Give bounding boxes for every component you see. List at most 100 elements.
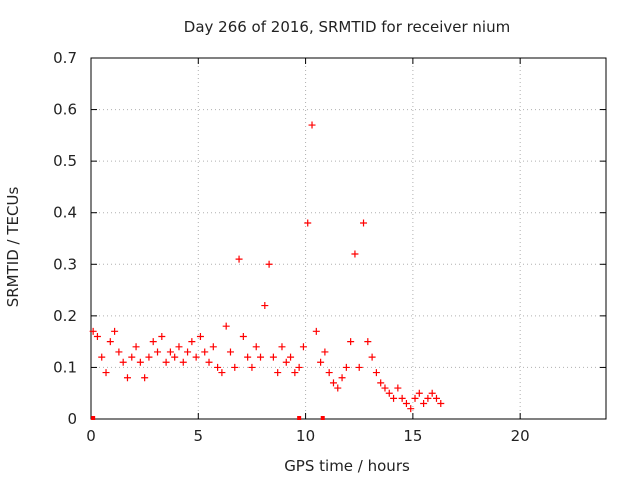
x-tick-label: 15	[403, 427, 422, 445]
data-point	[420, 400, 428, 408]
x-axis-label: GPS time / hours	[284, 457, 410, 475]
data-point	[360, 219, 368, 227]
data-point	[398, 394, 406, 402]
data-points	[89, 121, 445, 413]
outage-marker	[320, 416, 325, 420]
outage-marker	[91, 416, 96, 420]
data-point	[377, 379, 385, 387]
plot-frame	[90, 57, 607, 420]
data-point	[154, 348, 162, 356]
data-point	[274, 369, 282, 377]
data-point	[390, 394, 398, 402]
data-point	[171, 353, 179, 361]
data-point	[282, 358, 290, 366]
x-tick-label: 0	[86, 427, 96, 445]
data-point	[437, 400, 445, 408]
outage-marker	[297, 416, 302, 420]
data-point	[252, 343, 260, 351]
data-point	[295, 363, 303, 371]
data-point	[201, 348, 209, 356]
x-tick-label: 5	[194, 427, 204, 445]
data-point	[141, 374, 149, 382]
data-point	[312, 327, 320, 335]
data-point	[119, 358, 127, 366]
data-point	[308, 121, 316, 129]
data-point	[106, 338, 114, 346]
data-point	[321, 348, 329, 356]
data-point	[235, 255, 243, 263]
data-point	[317, 358, 325, 366]
data-point	[299, 343, 307, 351]
y-tick-label: 0.7	[53, 49, 77, 67]
data-point	[192, 353, 200, 361]
data-point	[355, 363, 363, 371]
data-point	[351, 250, 359, 258]
data-point	[269, 353, 277, 361]
data-point	[394, 384, 402, 392]
y-axis-label: SRMTID / TECUs	[4, 187, 22, 308]
data-point	[89, 327, 97, 335]
y-tick-label: 0.1	[53, 358, 77, 376]
data-point	[428, 389, 436, 397]
data-point	[98, 353, 106, 361]
data-point	[123, 374, 131, 382]
data-point	[162, 358, 170, 366]
data-point	[385, 389, 393, 397]
axes	[90, 57, 607, 420]
data-point	[364, 338, 372, 346]
data-point	[304, 219, 312, 227]
data-point	[415, 389, 423, 397]
y-tick-label: 0	[67, 410, 77, 428]
data-point	[188, 338, 196, 346]
data-point	[231, 363, 239, 371]
data-point	[205, 358, 213, 366]
data-point	[347, 338, 355, 346]
y-tick-labels: 0 0.1 0.2 0.3 0.4 0.5 0.6 0.7	[53, 49, 77, 428]
data-point	[158, 332, 166, 340]
data-point	[222, 322, 230, 330]
data-point	[325, 369, 333, 377]
y-tick-label: 0.3	[53, 255, 77, 273]
data-point	[291, 369, 299, 377]
data-point	[209, 343, 217, 351]
y-tick-label: 0.2	[53, 307, 77, 325]
data-point	[226, 348, 234, 356]
data-point	[411, 394, 419, 402]
y-tick-label: 0.6	[53, 101, 77, 119]
data-point	[265, 260, 273, 268]
y-tick-label: 0.5	[53, 152, 77, 170]
data-point	[278, 343, 286, 351]
data-point	[407, 405, 415, 413]
data-point	[149, 338, 157, 346]
grid-lines	[91, 58, 606, 419]
data-point	[214, 363, 222, 371]
data-point	[261, 302, 269, 310]
chart-title: Day 266 of 2016, SRMTID for receiver niu…	[184, 18, 510, 36]
data-point	[115, 348, 123, 356]
data-point	[239, 332, 247, 340]
data-point	[402, 400, 410, 408]
data-point	[338, 374, 346, 382]
data-point	[175, 343, 183, 351]
data-point	[111, 327, 119, 335]
data-point	[257, 353, 265, 361]
x-tick-label: 20	[511, 427, 530, 445]
data-point	[218, 369, 226, 377]
data-point	[196, 332, 204, 340]
data-point	[368, 353, 376, 361]
data-point	[244, 353, 252, 361]
data-point	[166, 348, 174, 356]
data-point	[136, 358, 144, 366]
data-point	[372, 369, 380, 377]
data-point	[102, 369, 110, 377]
tick-marks	[90, 57, 606, 420]
data-point	[184, 348, 192, 356]
data-point	[179, 358, 187, 366]
data-point	[132, 343, 140, 351]
y-tick-label: 0.4	[53, 204, 77, 222]
data-point	[329, 379, 337, 387]
data-point	[145, 353, 153, 361]
x-tick-labels: 0 5 10 15 20	[86, 427, 529, 445]
